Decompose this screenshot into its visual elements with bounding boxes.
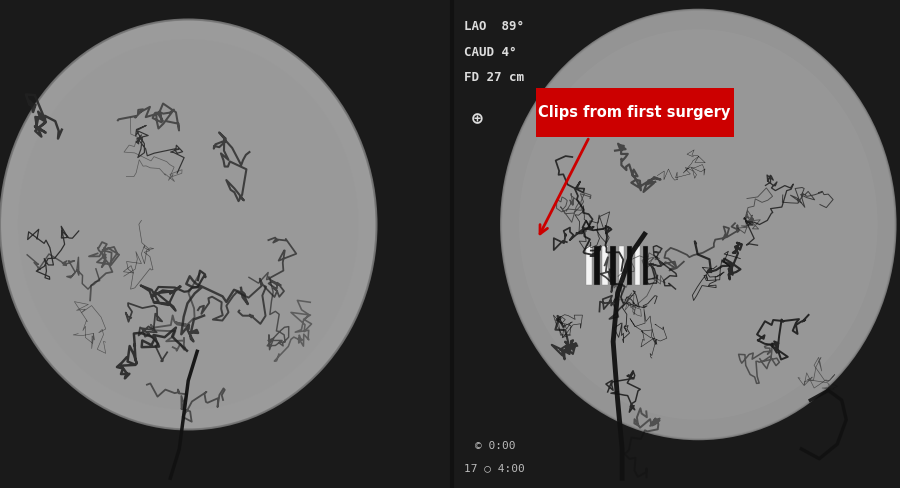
Bar [594,246,599,285]
Bar [634,246,640,285]
FancyBboxPatch shape [536,88,734,137]
Bar [586,246,591,285]
Bar [602,246,608,285]
Bar [618,246,624,285]
Text: CAUD 4°: CAUD 4° [464,46,516,60]
Circle shape [501,10,896,439]
Text: FD 27 cm: FD 27 cm [464,71,524,84]
Circle shape [18,39,358,410]
Bar [610,246,616,285]
Text: Clips from first surgery: Clips from first surgery [538,105,731,120]
Text: LAO  89°: LAO 89° [464,20,524,33]
Text: © 0:00: © 0:00 [475,442,516,451]
Bar [626,246,632,285]
Text: 17 ○ 4:00: 17 ○ 4:00 [464,464,526,473]
Bar [643,246,648,285]
Text: ⊕: ⊕ [472,110,482,128]
Circle shape [0,20,376,429]
Circle shape [519,29,878,420]
